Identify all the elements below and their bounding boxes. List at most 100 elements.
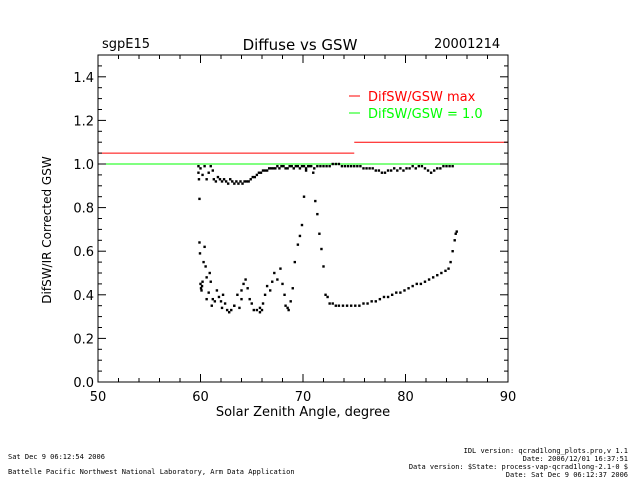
x-axis-label: Solar Zenith Angle, degree bbox=[215, 405, 391, 420]
idl-date: Date: 2006/12/01 16:37:51 bbox=[522, 455, 628, 463]
data-point bbox=[280, 164, 283, 168]
data-point bbox=[292, 167, 295, 170]
data-point bbox=[328, 164, 331, 168]
data-point bbox=[302, 164, 306, 168]
y-tick-label: 1.4 bbox=[73, 71, 94, 86]
data-point bbox=[445, 164, 448, 168]
data-point bbox=[237, 182, 240, 185]
data-point bbox=[447, 267, 450, 270]
data-point bbox=[263, 293, 267, 296]
data-point bbox=[261, 169, 265, 172]
footer-organization: Battelle Pacific Northwest National Labo… bbox=[8, 468, 295, 476]
idl-version: IDL version: qcrad1long_plots.pro,v 1.1 bbox=[463, 447, 628, 455]
data-point bbox=[215, 289, 219, 292]
data-point bbox=[219, 300, 223, 303]
data-point bbox=[265, 284, 269, 288]
data-point bbox=[199, 287, 203, 290]
data-point bbox=[230, 308, 233, 312]
reference-lines bbox=[98, 141, 508, 165]
data-point bbox=[354, 304, 357, 307]
data-point bbox=[229, 178, 232, 181]
data-point bbox=[419, 282, 423, 286]
data-point bbox=[455, 230, 458, 233]
data-point bbox=[411, 164, 414, 168]
data-point bbox=[281, 282, 284, 286]
x-tick-label: 70 bbox=[295, 390, 312, 405]
data-point bbox=[211, 169, 214, 172]
data-point bbox=[316, 212, 319, 216]
data-point bbox=[276, 164, 279, 168]
data-point bbox=[199, 167, 202, 170]
data-point bbox=[362, 167, 365, 170]
data-point bbox=[270, 167, 273, 170]
data-point bbox=[370, 300, 373, 303]
data-point bbox=[316, 164, 319, 168]
data-point bbox=[440, 271, 443, 275]
data-point bbox=[243, 180, 246, 183]
data-point bbox=[366, 302, 369, 305]
data-point bbox=[250, 302, 253, 305]
data-point bbox=[244, 278, 247, 281]
data-point bbox=[198, 252, 202, 255]
data-point bbox=[238, 306, 241, 310]
data-point bbox=[203, 245, 206, 249]
footer-timestamp: Sat Dec 9 06:12:54 2006 bbox=[8, 453, 105, 461]
data-point bbox=[414, 167, 417, 170]
data-point bbox=[407, 287, 410, 290]
data-point bbox=[198, 197, 201, 201]
legend-label: DifSW/GSW = 1.0 bbox=[368, 107, 483, 122]
data-point bbox=[212, 178, 216, 181]
data-point bbox=[374, 300, 377, 303]
data-point bbox=[201, 280, 204, 283]
y-tick-label: 0.6 bbox=[73, 245, 94, 260]
data-points bbox=[197, 162, 458, 314]
data-point bbox=[274, 167, 277, 170]
data-point bbox=[365, 167, 368, 170]
data-point bbox=[199, 282, 202, 286]
data-point bbox=[276, 278, 279, 281]
data-point bbox=[226, 182, 230, 185]
data-point bbox=[353, 164, 356, 168]
data-point bbox=[386, 169, 390, 172]
data-point bbox=[246, 287, 249, 290]
data-point bbox=[300, 223, 304, 227]
data-point bbox=[302, 195, 306, 198]
data-point bbox=[444, 269, 447, 273]
data-point bbox=[198, 241, 201, 244]
data-point bbox=[300, 164, 304, 168]
data-point bbox=[286, 167, 289, 170]
data-point bbox=[326, 295, 329, 299]
data-point bbox=[362, 302, 365, 305]
data-point bbox=[313, 167, 316, 170]
data-point bbox=[328, 302, 331, 305]
data-point bbox=[233, 182, 236, 185]
data-point bbox=[242, 282, 245, 286]
footer-version-info: IDL version: qcrad1long_plots.pro,v 1.1 … bbox=[409, 447, 628, 479]
data-point bbox=[380, 171, 384, 174]
data-point bbox=[263, 169, 267, 172]
data-point bbox=[294, 164, 298, 168]
data-point bbox=[289, 300, 292, 303]
data-point bbox=[349, 164, 353, 168]
data-point bbox=[439, 167, 442, 170]
data-point bbox=[255, 173, 259, 177]
data-point bbox=[267, 167, 271, 170]
data-point bbox=[417, 164, 421, 168]
legend-label: DifSW/GSW max bbox=[368, 90, 476, 105]
data-point bbox=[426, 169, 430, 172]
date-label: 20001214 bbox=[434, 37, 501, 52]
data-point bbox=[346, 164, 350, 168]
data-point bbox=[395, 291, 398, 294]
data-point bbox=[214, 180, 218, 183]
data-point bbox=[240, 297, 243, 301]
data-point bbox=[259, 171, 263, 174]
data-point bbox=[420, 164, 424, 168]
data-point bbox=[216, 175, 220, 179]
data-point bbox=[358, 304, 361, 307]
data-point bbox=[211, 297, 214, 301]
data-point bbox=[257, 171, 261, 174]
data-point bbox=[283, 293, 286, 296]
data-point bbox=[203, 164, 206, 168]
data-point bbox=[356, 164, 359, 168]
data-point bbox=[197, 164, 200, 168]
